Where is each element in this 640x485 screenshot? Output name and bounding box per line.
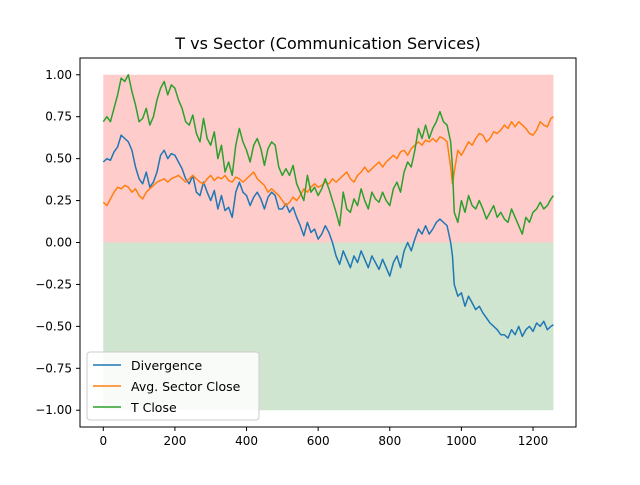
y-tick-label: 0.00 bbox=[45, 236, 72, 250]
x-tick-label: 1000 bbox=[446, 434, 477, 448]
plot-area bbox=[102, 74, 555, 411]
series-line-t-close bbox=[102, 74, 555, 235]
legend-label: T Close bbox=[130, 400, 177, 415]
x-tick-label: 200 bbox=[163, 434, 186, 448]
legend-label: Avg. Sector Close bbox=[131, 379, 241, 394]
y-tick-label: 0.25 bbox=[45, 194, 72, 208]
series-line-avg-sector-close bbox=[102, 116, 554, 207]
legend-box bbox=[86, 351, 260, 421]
legend: Divergence Avg. Sector Close T Close bbox=[86, 351, 260, 421]
series-line-divergence bbox=[102, 134, 554, 339]
y-tick-label: −0.25 bbox=[35, 277, 72, 291]
x-tick-label: 400 bbox=[235, 434, 258, 448]
chart-title: T vs Sector (Communication Services) bbox=[174, 34, 480, 53]
axes: 0 200 400 600 800 1000 1200 1.00 0.75 0.50 0.25 0.0… bbox=[35, 57, 577, 448]
y-tick-label: −0.75 bbox=[35, 361, 72, 375]
x-tick-label: 0 bbox=[99, 434, 107, 448]
y-tick-label: −1.00 bbox=[35, 403, 72, 417]
y-tick-label: −0.50 bbox=[35, 319, 72, 333]
y-tick-label: 0.50 bbox=[45, 152, 72, 166]
x-tick-label: 600 bbox=[307, 434, 330, 448]
positive-band bbox=[103, 74, 554, 243]
legend-label: Divergence bbox=[131, 358, 203, 373]
y-tick-label: 0.75 bbox=[45, 110, 72, 124]
y-tick-label: 1.00 bbox=[45, 68, 72, 82]
x-tick-label: 800 bbox=[378, 434, 401, 448]
x-tick-label: 1200 bbox=[518, 434, 549, 448]
